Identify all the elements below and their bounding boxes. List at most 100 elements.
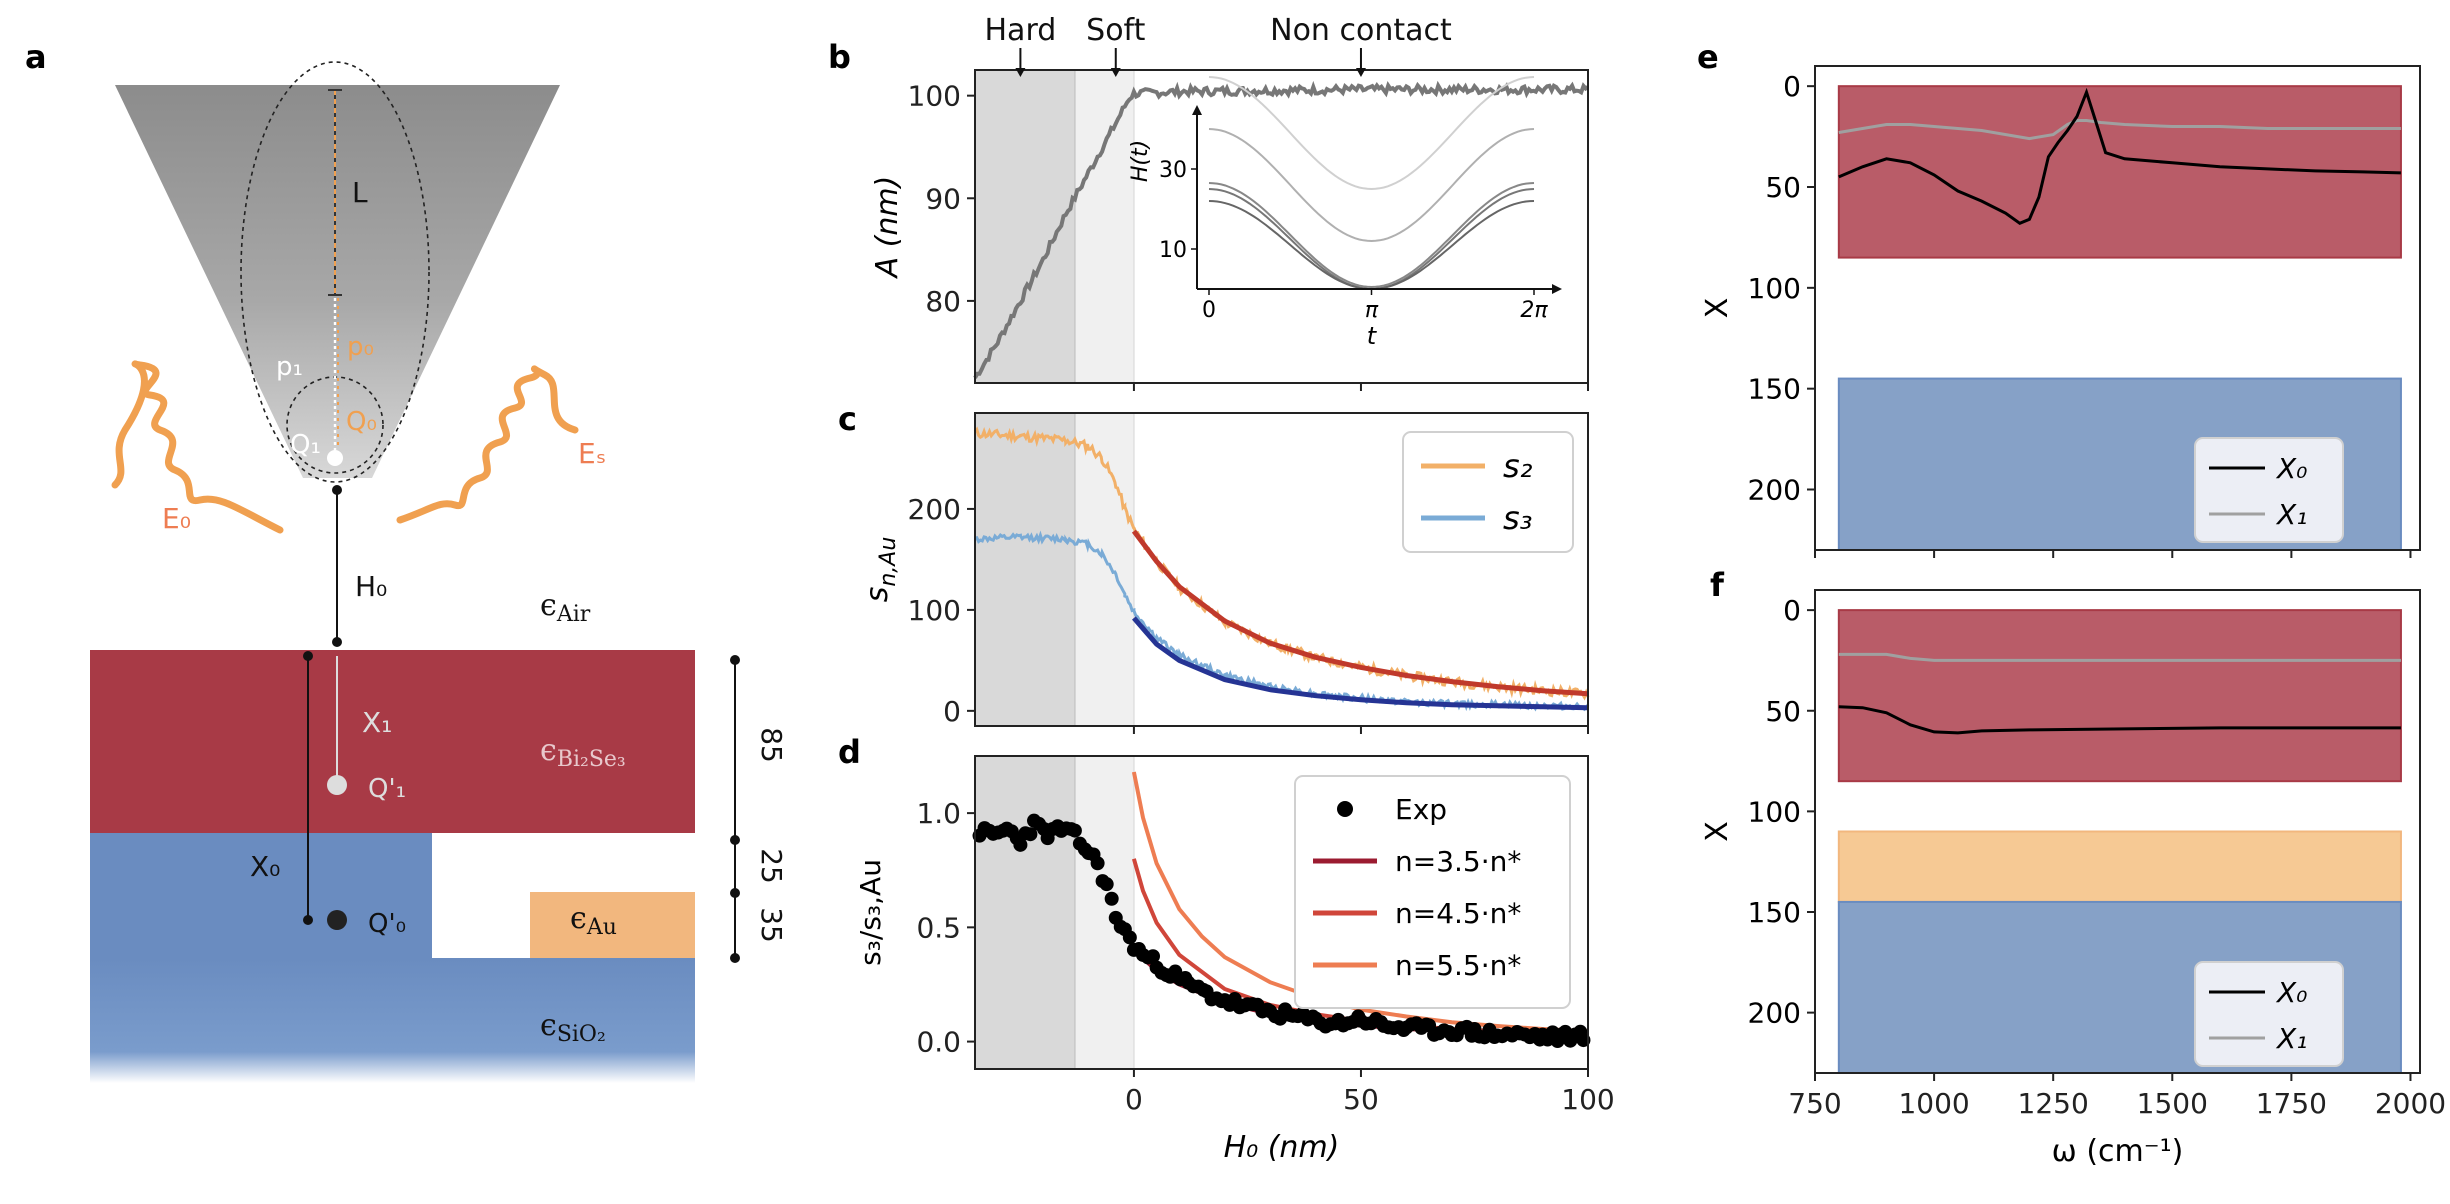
plot-frame-d <box>974 755 1589 1070</box>
region-hard <box>975 70 1075 383</box>
layer-band <box>1837 830 2402 903</box>
data-point-exp <box>1122 930 1137 945</box>
y-axis-label: X <box>1700 821 1735 842</box>
scale-dot-bottom <box>730 953 740 963</box>
scale-dot-1 <box>730 835 740 845</box>
inset-x-tick-label: π <box>1365 298 1379 323</box>
data-point-exp <box>1145 949 1160 964</box>
thickness-35: 35 <box>755 907 788 943</box>
data-point-exp <box>1067 823 1082 838</box>
au-layer <box>530 892 695 958</box>
label-Q1-prime: Q'₁ <box>368 774 406 804</box>
annotation-arrowhead <box>1015 68 1026 77</box>
region-soft <box>1074 756 1134 1069</box>
series-line-fit-s2 <box>1131 529 1589 697</box>
thickness-25: 25 <box>755 848 788 884</box>
scale-dot-top <box>730 655 740 665</box>
y-tick-label: 100 <box>1748 795 1801 828</box>
annotation-label: Non contact <box>1270 13 1452 48</box>
label-L: L <box>352 176 368 209</box>
chart-d: 0.0 0.5 1.0 0 50 100 s₃/s₃,Au H₀ (nm) Exp n=3.5·n… <box>854 755 1615 1165</box>
y-tick-label: 0 <box>1783 70 1801 103</box>
y-axis-label: sn,Au <box>860 537 901 603</box>
sio2-upper-block <box>90 833 432 958</box>
data-point-exp <box>1023 827 1038 842</box>
incident-wave-e0 <box>111 360 284 534</box>
annotation-arrowhead <box>1110 68 1121 77</box>
x-tick-label: 1750 <box>2256 1087 2327 1120</box>
legend-label: s₃ <box>1503 499 1533 537</box>
y-tick-label: 200 <box>1748 474 1801 507</box>
label-Es: Eₛ <box>578 437 606 470</box>
region-hard <box>975 413 1075 726</box>
x-tick-label: 1500 <box>2137 1087 2208 1120</box>
x0-bottom-dot <box>303 915 313 925</box>
x-tick-label: 1250 <box>2018 1087 2089 1120</box>
legend-label: Exp <box>1395 793 1447 826</box>
data-point-exp <box>1104 891 1119 906</box>
region-soft <box>1074 70 1134 383</box>
panel-a: a L p₀ p₁ Q₀ Q₁ E₀ Eₛ H₀ ϵAir ϵBi₂ <box>25 38 788 1083</box>
h0-bottom-dot <box>332 637 342 647</box>
series-line-fit-s3 <box>1132 616 1589 711</box>
y-tick-label: 0.5 <box>916 911 961 944</box>
series-line-x1 <box>1838 119 2401 141</box>
data-point-exp <box>1090 856 1105 871</box>
inset-series-line-1 <box>1208 76 1535 191</box>
legend-box <box>1402 431 1574 553</box>
region-hard <box>975 756 1075 1069</box>
sio2-substrate <box>90 958 695 1083</box>
plot-frame-b <box>974 69 1589 384</box>
legend-label: n=5.5·n* <box>1395 949 1521 982</box>
data-point-exp <box>1099 877 1114 892</box>
legend-label: n=3.5·n* <box>1395 845 1521 878</box>
y-tick-label: 50 <box>1765 171 1801 204</box>
label-H0: H₀ <box>355 570 387 603</box>
series-line-x0 <box>1838 705 2401 735</box>
label-Q0: Q₀ <box>346 407 377 437</box>
h0-top-dot <box>332 485 342 495</box>
legend-label: X₁ <box>2275 498 2307 531</box>
panel-label-d: d <box>838 733 861 771</box>
inset-x-tick-label: 2π <box>1520 298 1548 323</box>
annotation-label: Hard <box>985 13 1057 48</box>
eps-sio2-label: ϵSiO₂ <box>540 1008 606 1047</box>
y-tick-label: 200 <box>1748 997 1801 1030</box>
inset-x-label: t <box>1367 322 1378 350</box>
afm-tip <box>115 85 560 478</box>
panel-label-c: c <box>838 400 857 438</box>
panel-label-e: e <box>1697 38 1719 76</box>
chart-e: 0 50 100 150 200 X X₀ X₁ <box>1700 65 2421 558</box>
x-axis-label: ω (cm⁻¹) <box>2052 1134 2184 1169</box>
annotation-arrowhead <box>1355 68 1366 77</box>
x-tick-label: 0 <box>1125 1083 1143 1116</box>
label-p1: p₁ <box>276 352 303 382</box>
series-line-x1 <box>1838 652 2401 662</box>
inset-x-tick-label: 0 <box>1202 298 1216 323</box>
inset-y-tick-label: 10 <box>1159 238 1187 263</box>
legend-marker <box>1337 801 1353 817</box>
panel-label-f: f <box>1710 566 1725 604</box>
scale-dot-2 <box>730 888 740 898</box>
label-Q0-prime: Q'₀ <box>368 909 406 939</box>
y-tick-label: 200 <box>908 493 961 526</box>
inset-y-arrowhead <box>1192 105 1202 115</box>
y-tick-label: 1.0 <box>916 797 961 830</box>
eps-air-label: ϵAir <box>540 588 591 627</box>
charge-q1 <box>327 450 343 466</box>
series-line-amplitude <box>973 80 1590 379</box>
x-tick-label: 50 <box>1343 1083 1379 1116</box>
inset-y-label: H(t) <box>1128 140 1153 182</box>
y-tick-label: 80 <box>925 285 961 318</box>
y-tick-label: 50 <box>1765 695 1801 728</box>
legend-box <box>2194 437 2344 543</box>
x-tick-label: 2000 <box>2375 1087 2446 1120</box>
thickness-85: 85 <box>755 727 788 763</box>
legend-box <box>1294 775 1571 1009</box>
x-axis-label: H₀ (nm) <box>1224 1130 1340 1165</box>
image-charge-q0 <box>327 910 347 930</box>
y-tick-label: 100 <box>908 594 961 627</box>
annotation-label: Soft <box>1086 13 1145 48</box>
